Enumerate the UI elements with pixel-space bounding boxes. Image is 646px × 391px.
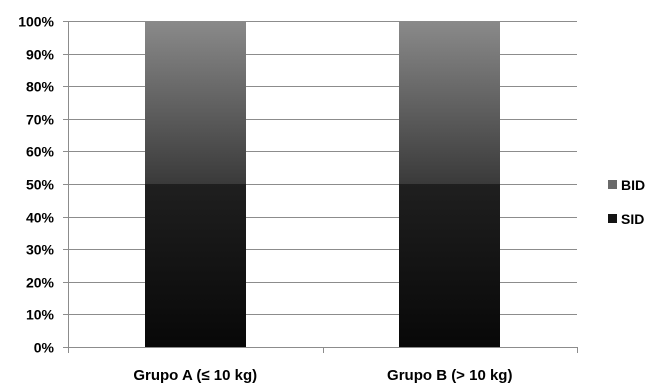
- y-tick-label: 90%: [26, 47, 55, 63]
- x-tick-label: Grupo A (≤ 10 kg): [133, 367, 257, 384]
- bar-segment-bid-2: [399, 21, 500, 184]
- x-tick-labels: Grupo A (≤ 10 kg) Grupo B (> 10 kg): [133, 367, 512, 384]
- y-tick-label: 80%: [26, 79, 55, 95]
- bars: [145, 21, 500, 347]
- legend-label-sid: SID: [621, 211, 644, 227]
- bar-segment-bid-1: [145, 21, 246, 184]
- y-tick-label: 50%: [26, 177, 55, 193]
- gridlines: [68, 21, 577, 315]
- y-tick-labels: 0% 10% 20% 30% 40% 50% 60% 70% 80% 90% 100%: [18, 14, 54, 356]
- y-tick-label: 40%: [26, 210, 55, 226]
- y-tick-label: 60%: [26, 144, 55, 160]
- legend-label-bid: BID: [621, 177, 645, 193]
- y-tick-label: 70%: [26, 112, 55, 128]
- legend-swatch-bid: [608, 180, 617, 189]
- legend: BID SID: [608, 177, 645, 227]
- y-tick-label: 0%: [34, 340, 55, 356]
- y-tick-label: 100%: [18, 14, 54, 30]
- bar-segment-sid-1: [145, 184, 246, 347]
- x-tick-label: Grupo B (> 10 kg): [387, 367, 512, 384]
- axes: [63, 21, 578, 353]
- bar-segment-sid-2: [399, 184, 500, 347]
- y-tick-label: 10%: [26, 307, 55, 323]
- legend-swatch-sid: [608, 214, 617, 223]
- y-tick-label: 20%: [26, 275, 55, 291]
- y-tick-label: 30%: [26, 242, 55, 258]
